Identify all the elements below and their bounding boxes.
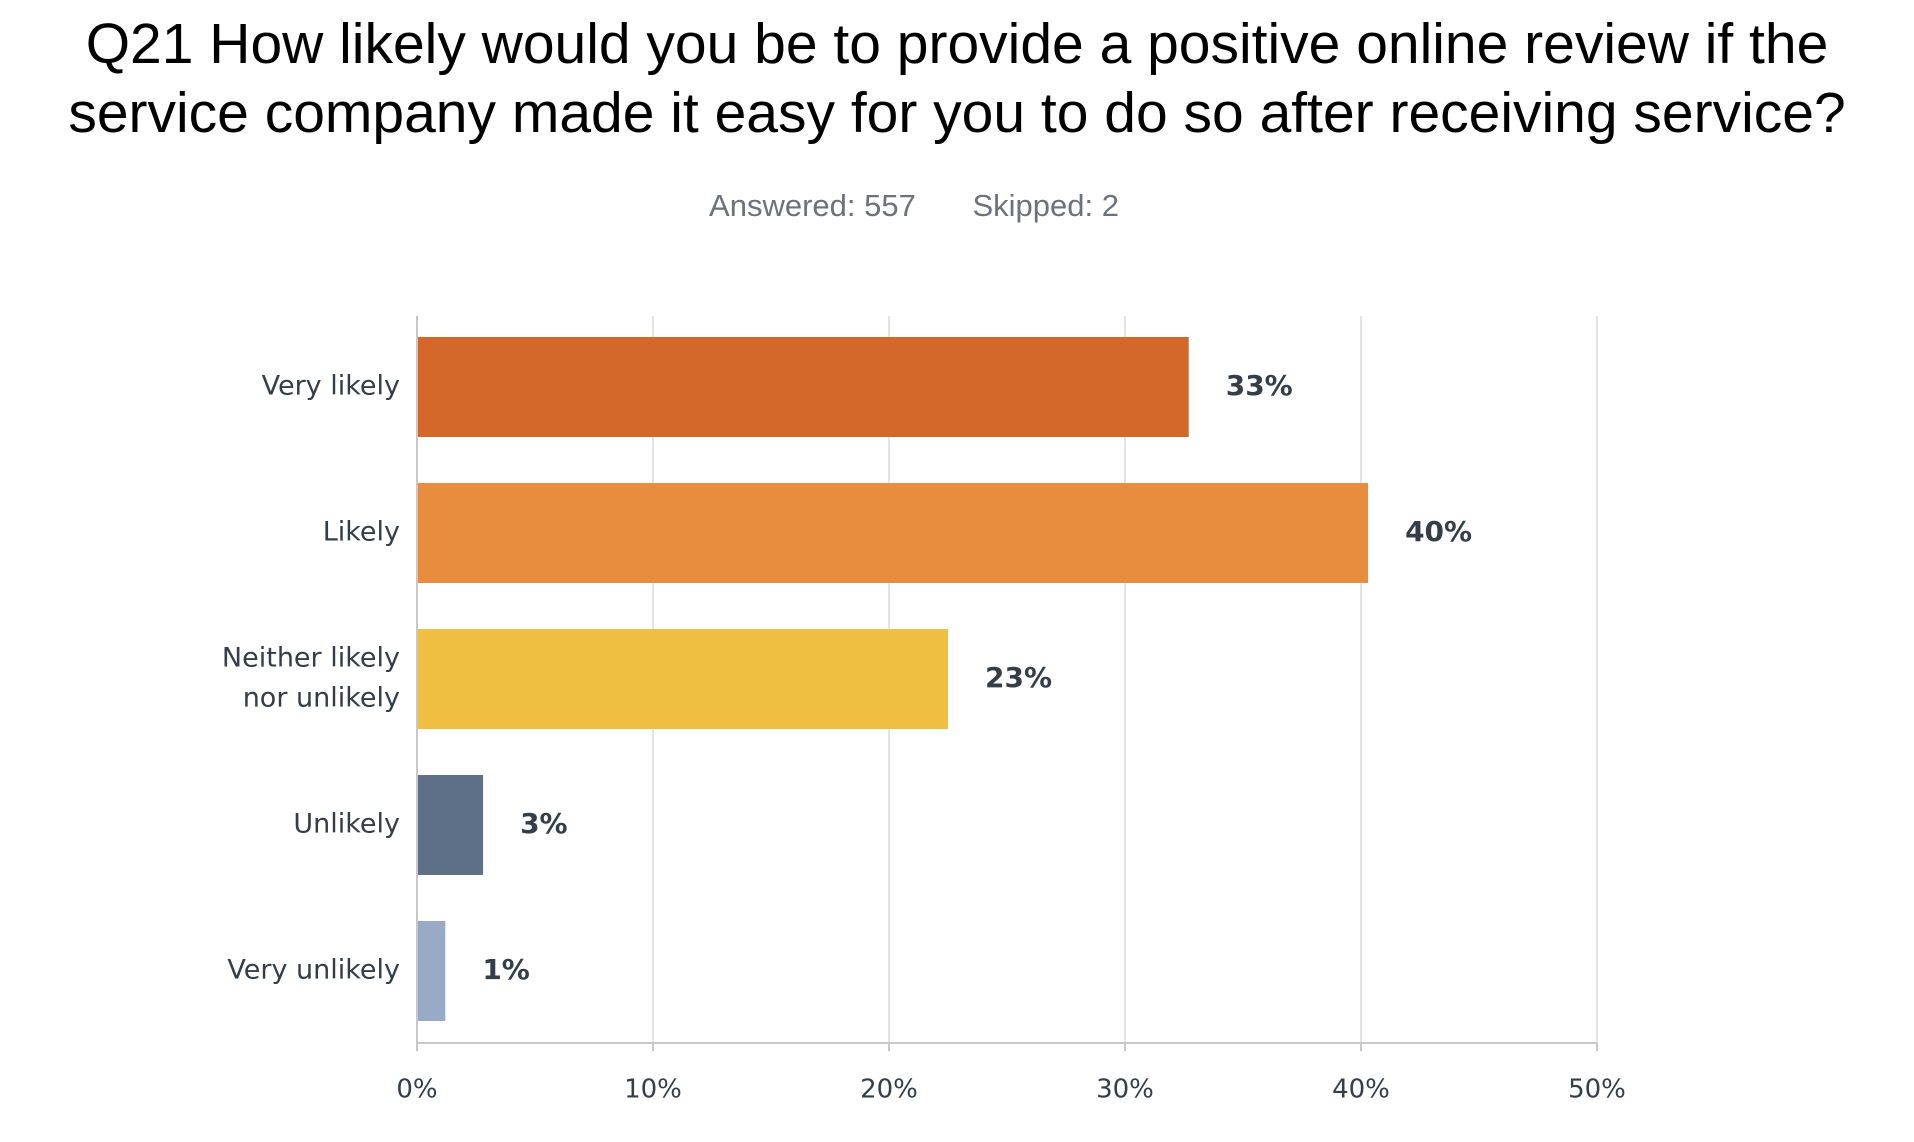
- bar: [417, 775, 484, 875]
- value-label: 1%: [482, 953, 530, 986]
- category-label: Unlikely: [293, 809, 400, 840]
- category-label: Very likely: [262, 371, 400, 402]
- category-label: Very unlikely: [227, 955, 400, 986]
- value-label: 23%: [985, 661, 1052, 694]
- bar: [417, 483, 1369, 583]
- x-tick-label: 40%: [1332, 1075, 1390, 1105]
- response-stats: Answered: 557 Skipped: 2: [0, 188, 1828, 224]
- value-label: 33%: [1226, 369, 1293, 402]
- skipped-count: Skipped: 2: [972, 188, 1119, 223]
- x-tick-label: 50%: [1568, 1075, 1626, 1105]
- answered-count: Answered: 557: [709, 188, 916, 223]
- x-tick-label: 10%: [624, 1075, 682, 1105]
- category-label: Neither likely: [222, 643, 400, 674]
- x-tick-label: 20%: [860, 1075, 918, 1105]
- value-label: 40%: [1405, 515, 1472, 548]
- chart-title: Q21 How likely would you be to provide a…: [0, 10, 1914, 148]
- title-line-2: service company made it easy for you to …: [68, 81, 1846, 145]
- bar: [417, 337, 1189, 437]
- title-line-1: Q21 How likely would you be to provide a…: [85, 12, 1829, 76]
- category-label: nor unlikely: [243, 683, 400, 714]
- value-label: 3%: [520, 807, 568, 840]
- category-label: Likely: [323, 517, 400, 548]
- bar: [417, 629, 948, 729]
- x-tick-label: 0%: [396, 1075, 437, 1105]
- bar: [417, 921, 446, 1021]
- x-tick-label: 30%: [1096, 1075, 1154, 1105]
